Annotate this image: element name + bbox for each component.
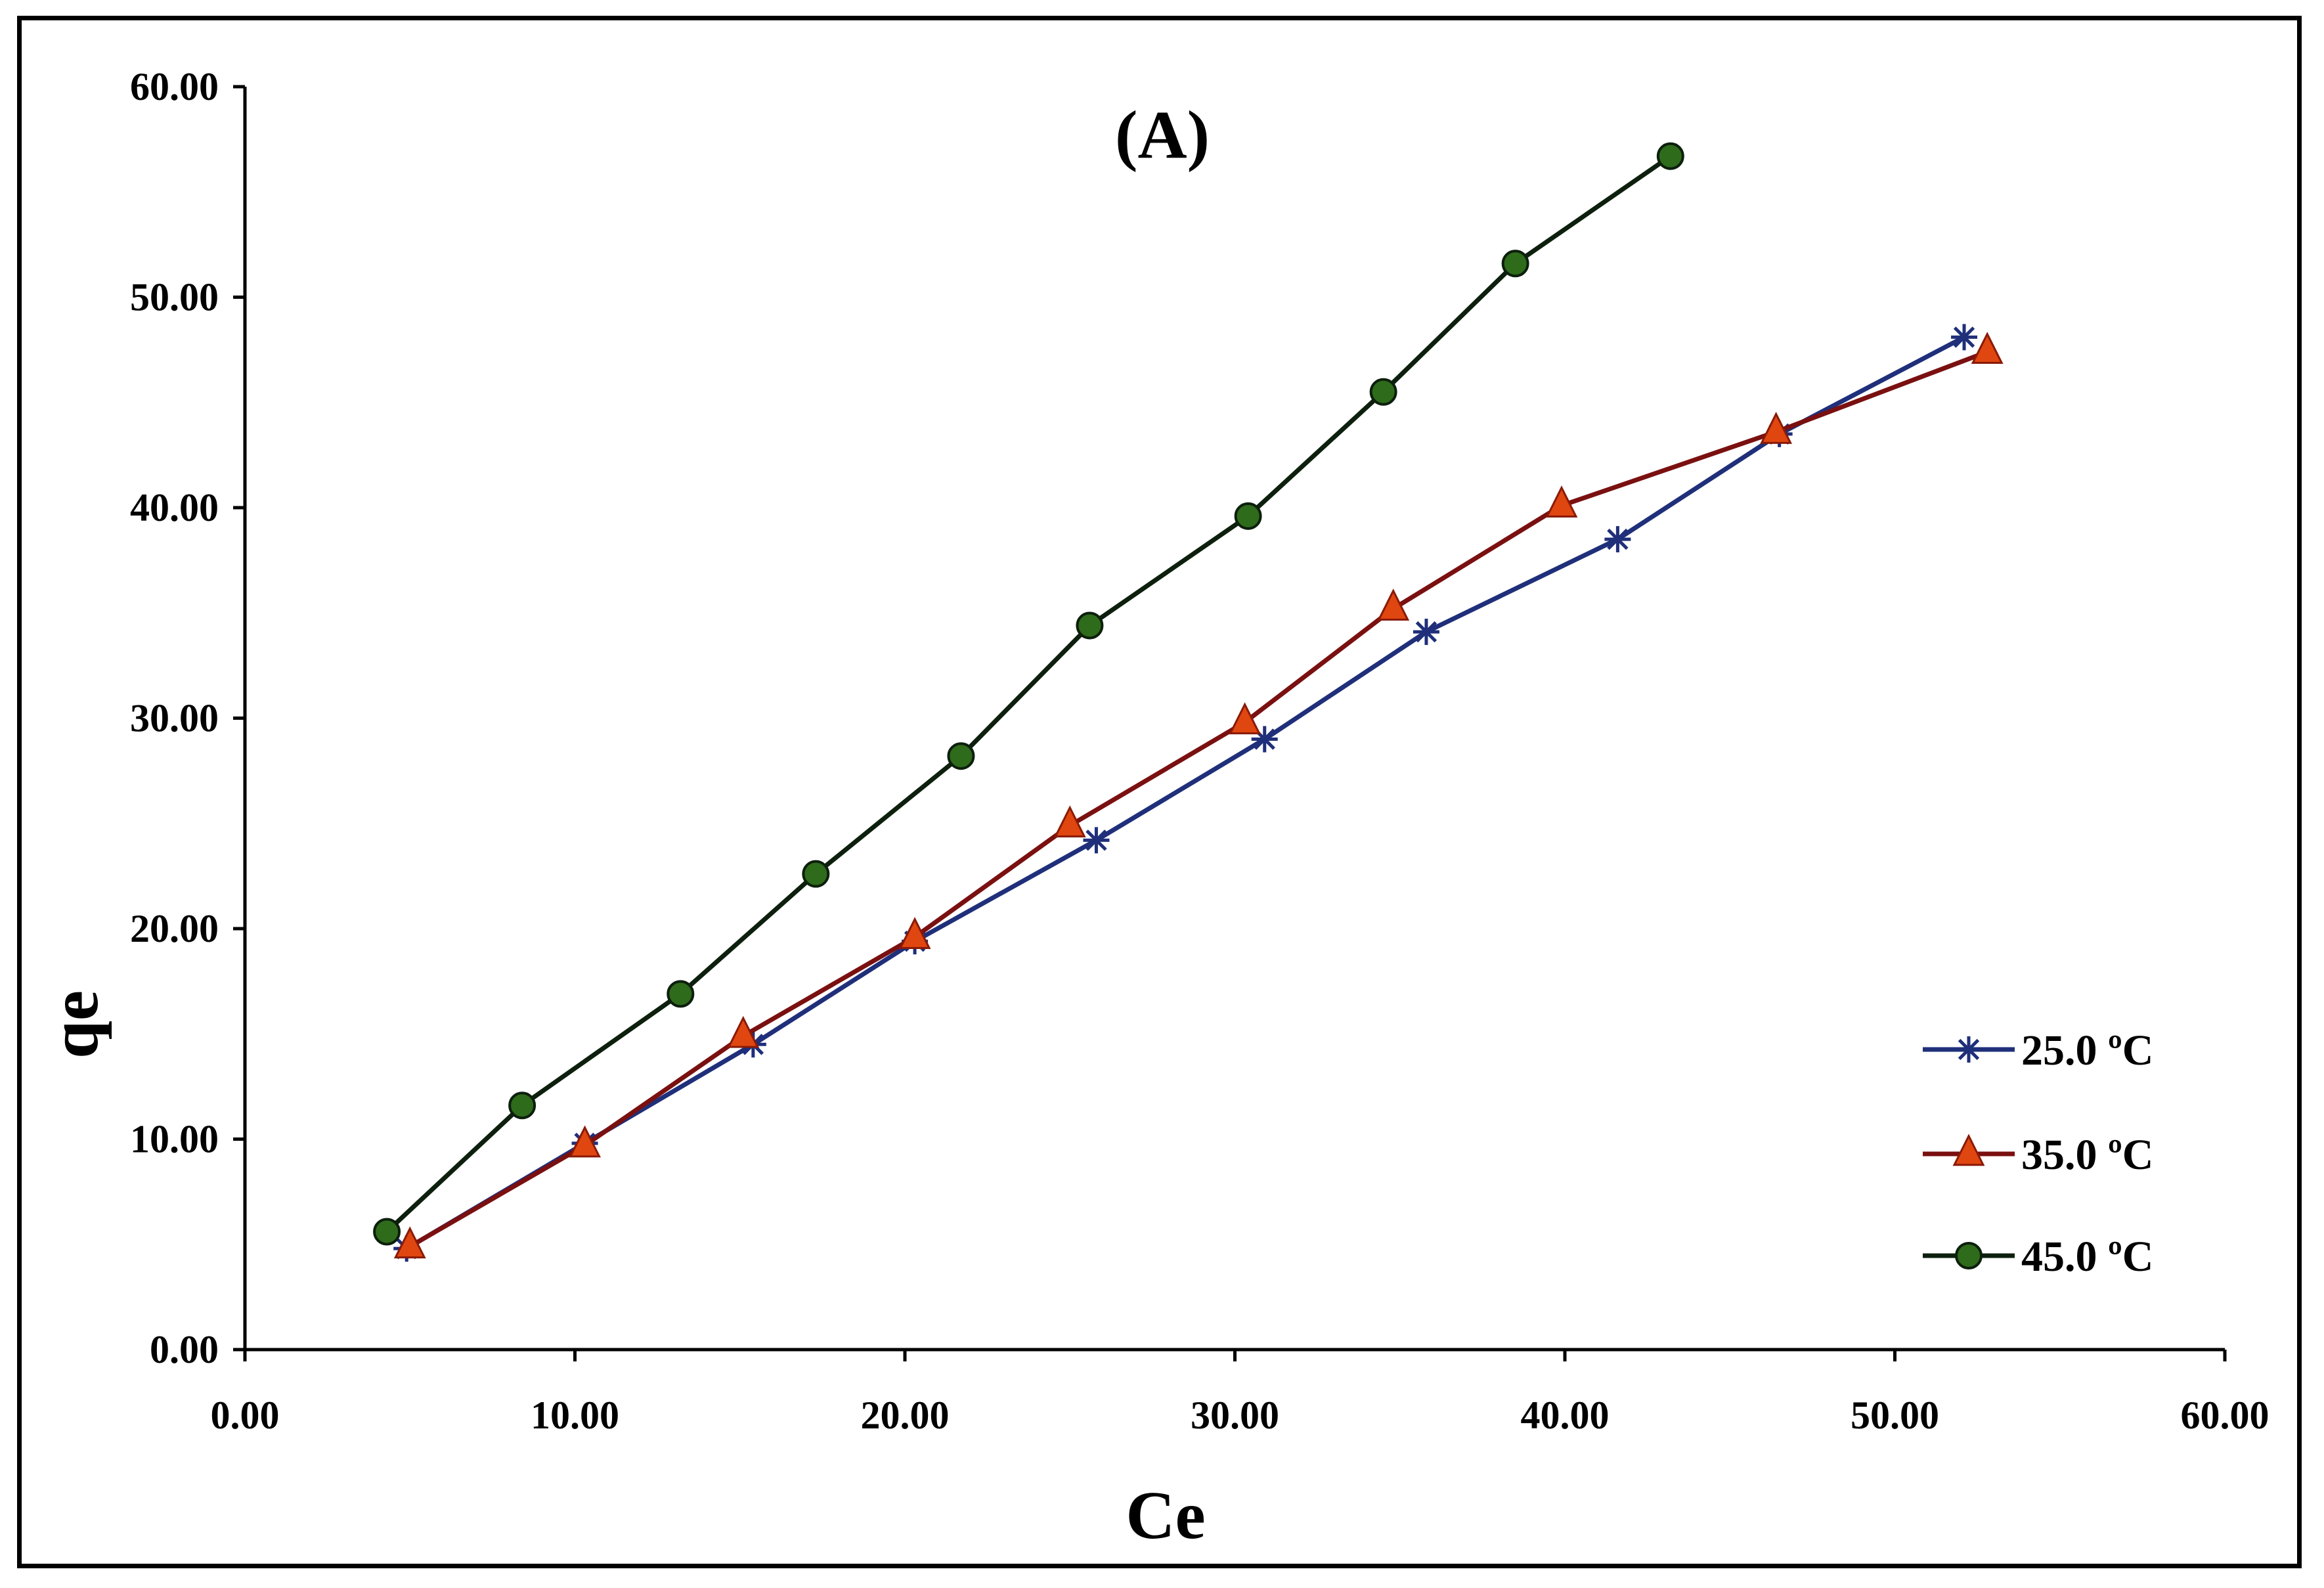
chart-title: (A) — [1115, 97, 1210, 173]
x-tick-label: 30.00 — [1191, 1394, 1279, 1437]
series-3 — [373, 142, 1684, 1246]
y-tick-label: 20.00 — [130, 907, 219, 950]
legend: 25.0 ºC 35.0 ºC 45.0 ºC — [1923, 1026, 2153, 1281]
data-point — [1604, 526, 1631, 553]
data-point — [1369, 378, 1397, 406]
x-axis-ticks: 0.00 10.00 20.00 30.00 40.00 50.00 60.00 — [211, 1350, 2269, 1437]
data-point — [667, 980, 695, 1008]
y-axis-ticks: 0.00 10.00 20.00 30.00 40.00 50.00 60.00 — [130, 65, 245, 1371]
x-tick-label: 20.00 — [861, 1394, 950, 1437]
data-point — [802, 860, 830, 888]
y-tick-label: 10.00 — [130, 1118, 219, 1161]
data-point — [727, 1015, 760, 1048]
series-layer — [373, 142, 2004, 1262]
data-point — [1251, 726, 1278, 753]
series-1 — [393, 324, 1978, 1262]
data-point — [1971, 332, 2004, 364]
legend-item: 45.0 ºC — [1923, 1233, 2153, 1281]
y-tick-label: 60.00 — [130, 65, 219, 108]
x-tick-label: 60.00 — [2181, 1394, 2269, 1437]
data-point — [1076, 611, 1104, 640]
series-line — [408, 349, 1988, 1248]
data-point — [1656, 142, 1684, 170]
legend-item: 35.0 ºC — [1923, 1131, 2153, 1179]
data-point — [373, 1218, 401, 1246]
y-tick-label: 30.00 — [130, 697, 219, 740]
x-axis-title: Ce — [1126, 1478, 1205, 1553]
data-point — [1053, 805, 1086, 838]
data-point — [1413, 619, 1439, 646]
legend-label: 25.0 ºC — [2021, 1026, 2153, 1074]
y-tick-label: 0.00 — [150, 1328, 219, 1371]
series-2 — [393, 332, 2004, 1259]
y-tick-label: 40.00 — [130, 486, 219, 529]
data-point — [947, 742, 975, 770]
legend-item: 25.0 ºC — [1923, 1026, 2153, 1074]
x-tick-label: 50.00 — [1851, 1394, 1939, 1437]
y-axis-title: qe — [37, 990, 112, 1059]
axes — [243, 87, 2225, 1352]
chart-frame — [17, 16, 2302, 1568]
data-point — [1234, 502, 1262, 530]
data-point — [508, 1092, 537, 1120]
data-point — [898, 917, 931, 950]
data-point — [1760, 411, 1793, 444]
legend-swatch-marker — [1952, 1134, 1985, 1166]
data-point — [1377, 588, 1410, 621]
legend-swatch-marker — [1956, 1036, 1982, 1063]
data-point — [1083, 827, 1110, 854]
y-tick-label: 50.00 — [130, 276, 219, 319]
legend-label: 35.0 ºC — [2021, 1131, 2153, 1179]
data-point — [1501, 250, 1529, 278]
data-point — [393, 1226, 426, 1259]
legend-swatch-marker — [1955, 1242, 1983, 1269]
series-line — [385, 154, 1672, 1234]
x-tick-label: 10.00 — [531, 1394, 619, 1437]
data-point — [1545, 485, 1578, 518]
data-point — [1951, 324, 1978, 351]
x-tick-label: 0.00 — [211, 1394, 280, 1437]
x-tick-label: 40.00 — [1521, 1394, 1610, 1437]
legend-label: 45.0 ºC — [2021, 1233, 2153, 1281]
series-line — [405, 335, 1965, 1251]
data-point — [569, 1125, 602, 1158]
data-point — [1229, 702, 1261, 735]
